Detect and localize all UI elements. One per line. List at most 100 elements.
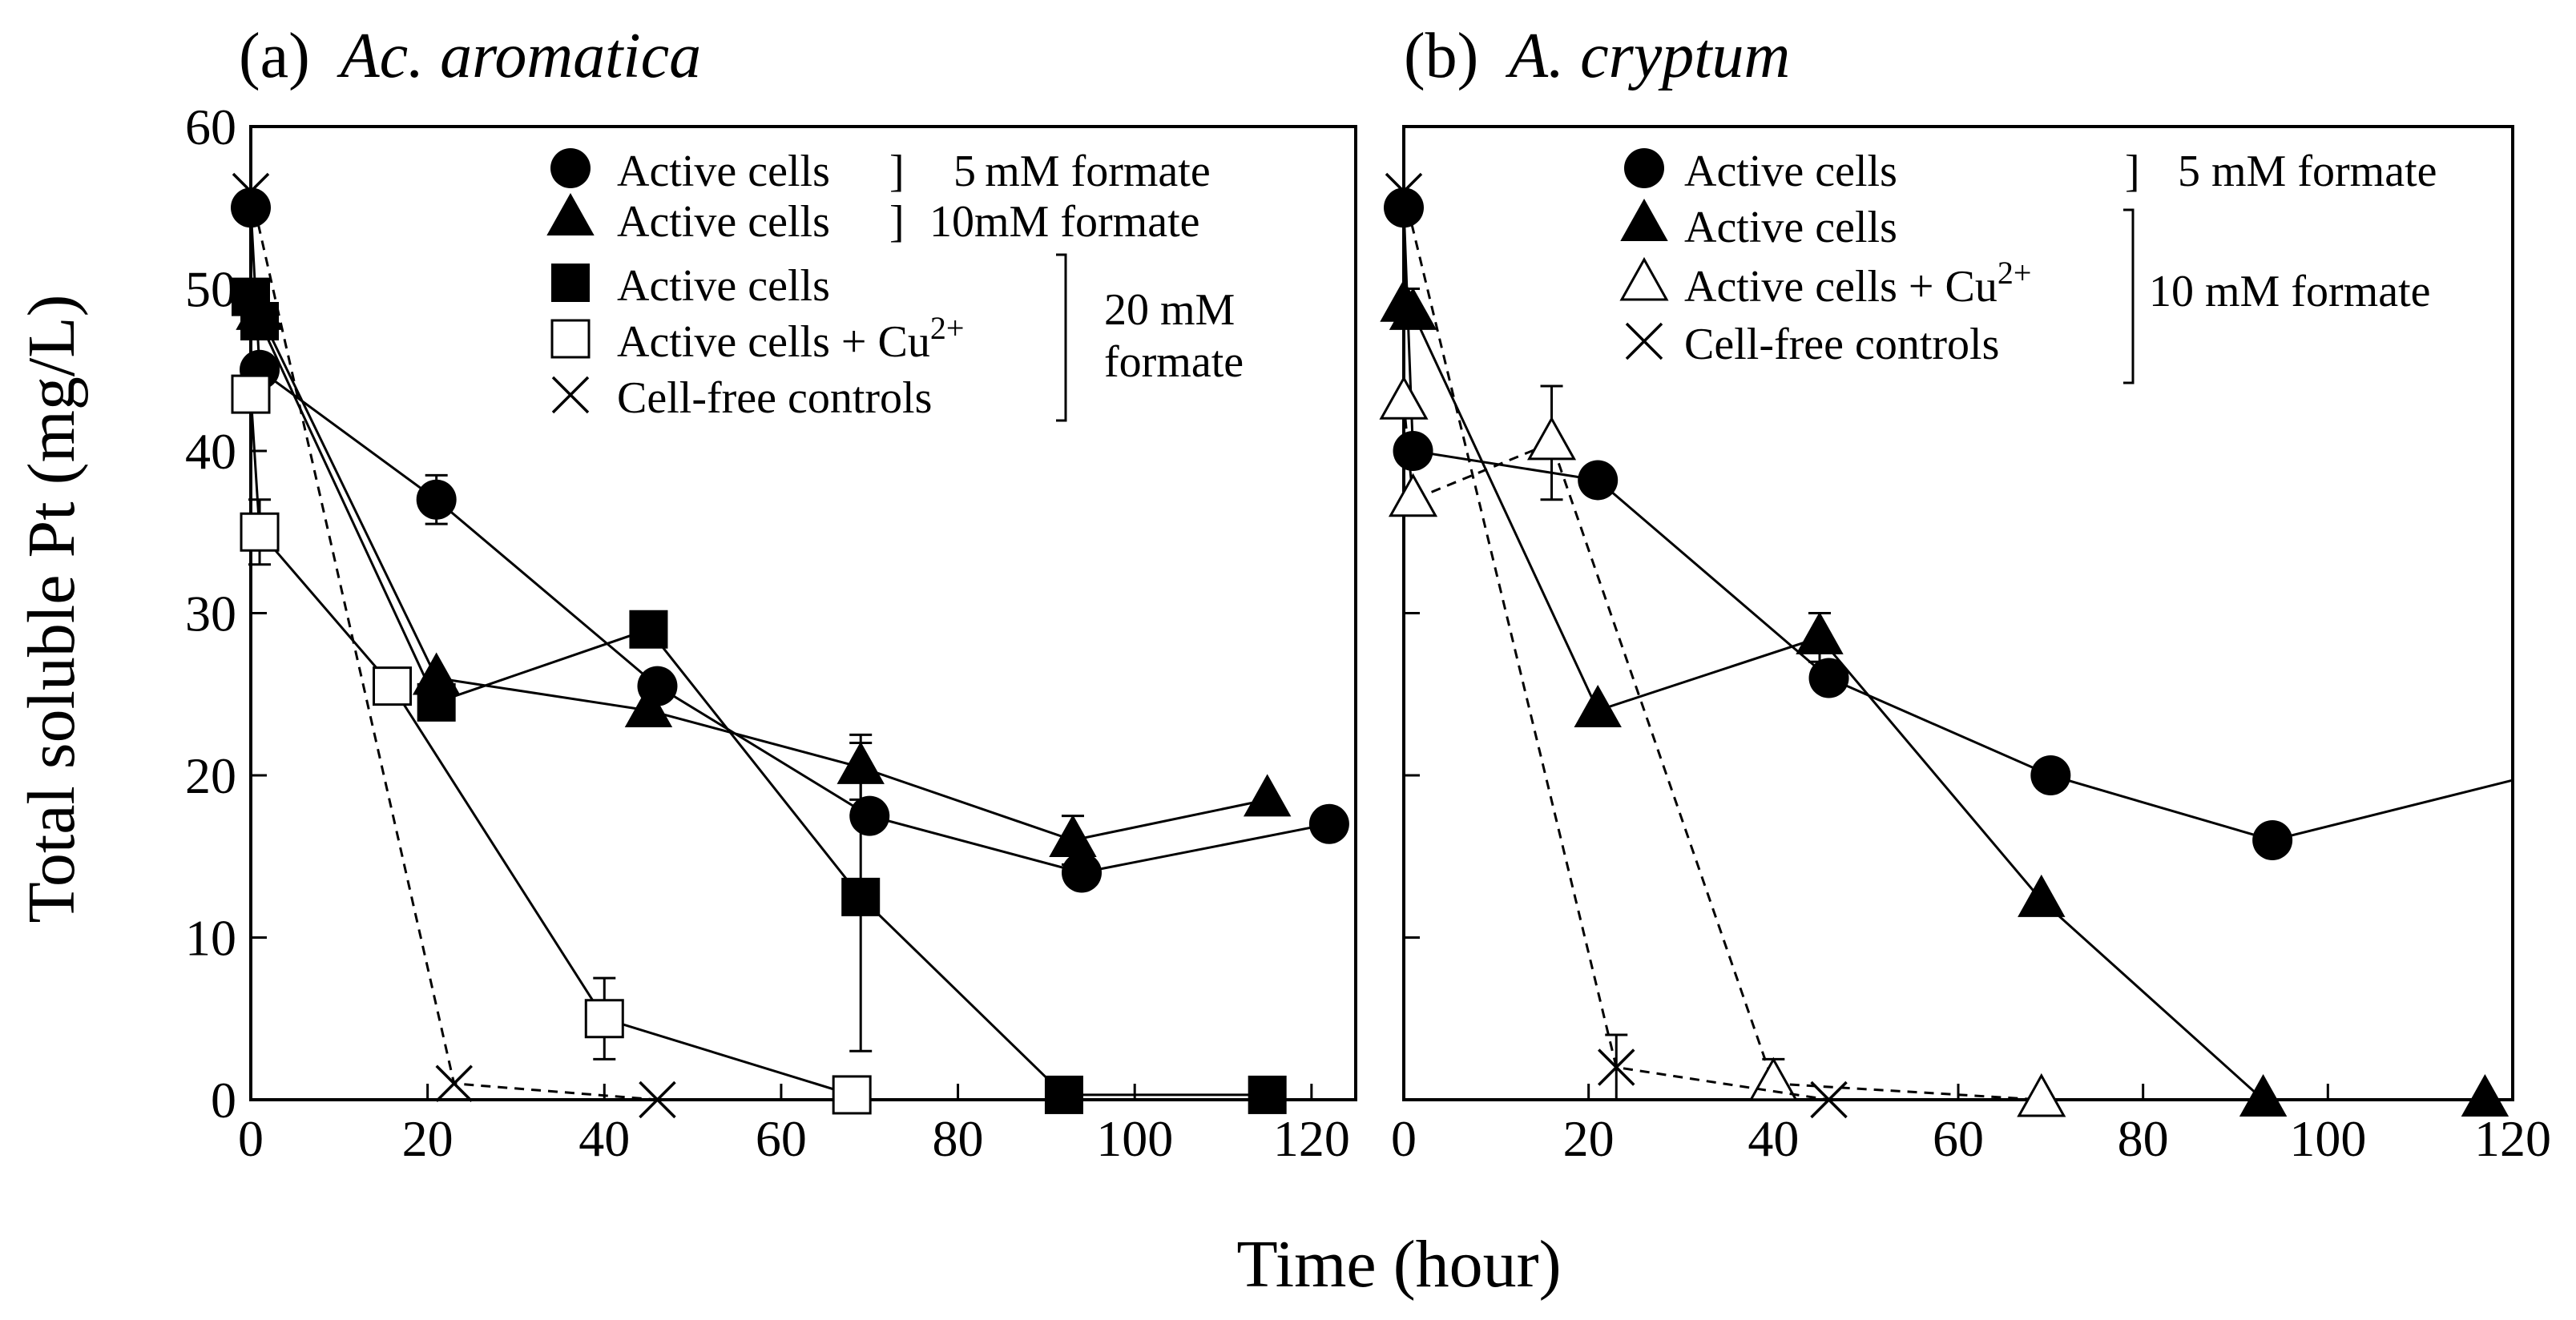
panel-b-series-1-point-6 <box>2461 1073 2509 1117</box>
panel-a-ytick-label-20: 20 <box>185 747 236 804</box>
panel-b-title-prefix: (b) <box>1404 21 1478 91</box>
panel-a-title-prefix: (a) <box>239 21 310 91</box>
panel-b-series-2-line <box>1402 402 2042 1101</box>
panel-b-series-1-point-2 <box>1574 684 1622 727</box>
panel-b-series-0-point-3 <box>1808 658 1849 698</box>
panel-b-xtick-label-120: 120 <box>2474 1110 2551 1167</box>
panel-a-legend-group-20-line2: formate <box>1104 337 1244 387</box>
panel-b: (b) A. cryptum 0 20 40 60 80 100 120 Active ce… <box>1379 21 2551 1167</box>
panel-a-series-2-point-3 <box>629 610 668 649</box>
panel-a-title-species: Ac. aromatica <box>337 21 701 91</box>
panel-a-series-0-point-5 <box>1062 852 1103 893</box>
panel-b-series-0-point-5 <box>2252 820 2293 860</box>
panel-b-series-1-point-1 <box>1389 287 1437 330</box>
panel-a-legend-marker-3 <box>550 319 591 359</box>
panel-b-title-species: A. cryptum <box>1505 21 1790 91</box>
panel-b-series-2-point-2 <box>1526 416 1577 461</box>
panel-a-series-2-point-2 <box>417 682 456 722</box>
panel-b-series-0-point-2 <box>1578 460 1619 501</box>
panel-a-title: (a) Ac. aromatica <box>239 21 701 91</box>
panel-b-xtick-label-0: 0 <box>1391 1110 1417 1167</box>
panel-a-legend-label-3: Active cells + Cu2+ <box>617 310 964 367</box>
panel-a-series-2-point-5 <box>1044 1075 1083 1114</box>
panel-a-legend-group-1: 10mM formate <box>929 197 1199 247</box>
panel-b-series-3-point-0 <box>1385 172 1423 211</box>
panel-a-series-3-point-0 <box>231 374 271 414</box>
panel-b-legend-label-3: Cell-free controls <box>1684 320 1999 369</box>
panel-a-series-2-point-6 <box>1248 1075 1287 1114</box>
panel-a-legend-group-20-line1: 20 mM <box>1104 285 1235 335</box>
panel-a-series-3-point-4 <box>832 1075 872 1115</box>
panel-a-series-2-point-4 <box>841 877 881 916</box>
panel-b-xtick-label-40: 40 <box>1748 1110 1799 1167</box>
panel-a-legend: Active cells] 5 mM formate Active cells] 10… <box>546 147 1244 423</box>
panel-b-legend-label-0: Active cells <box>1684 147 1897 196</box>
panel-a-legend-marker-1 <box>546 192 595 235</box>
panel-a-series-1-point-5 <box>1243 774 1292 817</box>
panel-b-xtick-label-100: 100 <box>2289 1110 2366 1167</box>
panel-b-legend-bracket-5: ] <box>2125 147 2140 196</box>
panel-b-legend-marker-1 <box>1620 198 1668 241</box>
panel-a-series-1-point-4 <box>1049 814 1097 857</box>
panel-a-xtick-label-0: 0 <box>238 1110 264 1167</box>
panel-a-legend-label-2: Active cells <box>617 261 830 311</box>
panel-a-legend-marker-4 <box>551 376 590 414</box>
panel-b-series-3-point-1 <box>1598 1048 1635 1086</box>
panel-b-series-3-line <box>1402 191 1829 1101</box>
panel-b-legend-group-5: 5 mM formate <box>2178 147 2437 196</box>
panel-b-series-2-point-0 <box>1379 376 1429 420</box>
panel-b-series-2-point-4 <box>2017 1072 2066 1117</box>
panel-b-series-1-point-3 <box>1796 611 1844 654</box>
panel-a-series-4-line <box>249 191 658 1101</box>
panel-b-series-2-point-3 <box>1748 1056 1798 1101</box>
panel-b-xtick-label-80: 80 <box>2118 1110 2169 1167</box>
panel-a-ticks: 0 20 40 60 80 100 120 0 10 20 30 40 50 60 <box>185 99 1350 1167</box>
panel-a-ytick-label-10: 10 <box>185 910 236 967</box>
panel-a-legend-label-1: Active cells <box>617 197 830 247</box>
panel-a-ytick-label-60: 60 <box>185 99 236 155</box>
panel-a-xtick-label-120: 120 <box>1273 1110 1350 1167</box>
panel-b-xtick-label-20: 20 <box>1563 1110 1615 1167</box>
panel-a-legend-bracket-20 <box>1056 253 1067 422</box>
panel-a-xtick-label-20: 20 <box>402 1110 454 1167</box>
panel-b-series-1-line <box>1403 304 2485 1101</box>
panel-b-series-0-point-0 <box>1384 187 1424 228</box>
panel-b-legend-label-1: Active cells <box>1684 203 1897 252</box>
panel-a-xtick-label-40: 40 <box>578 1110 630 1167</box>
panel-a-series-0-point-6 <box>1308 803 1349 844</box>
panel-a-series-0-point-0 <box>231 187 271 228</box>
panel-b-title: (b) A. cryptum <box>1404 21 1790 91</box>
panel-a-ytick-label-0: 0 <box>211 1072 236 1129</box>
panel-b-legend-group-10: 10 mM formate <box>2149 267 2430 316</box>
panel-a-series-1-point-2 <box>624 684 673 727</box>
panel-a-legend-marker-2 <box>551 264 590 302</box>
y-axis-label: Total soluble Pt (mg/L) <box>14 294 89 923</box>
panel-b-series-1-point-5 <box>2239 1073 2288 1117</box>
panel-a-series-0-point-4 <box>849 795 890 836</box>
panel-a-xtick-label-80: 80 <box>933 1110 984 1167</box>
panel-a-series-1-line <box>258 312 1268 842</box>
panel-b-legend-marker-0 <box>1624 148 1664 188</box>
panel-a-legend-bracket-0: ] <box>889 147 905 196</box>
panel-a-legend-label-4: Cell-free controls <box>617 373 932 423</box>
panel-a-series-2-point-1 <box>240 302 280 340</box>
panel-a-xtick-label-100: 100 <box>1096 1110 1173 1167</box>
x-axis-label: Time (hour) <box>1236 1227 1561 1302</box>
panel-b-series-1-point-4 <box>2018 874 2066 917</box>
panel-b-xtick-label-60: 60 <box>1933 1110 1984 1167</box>
panel-a-series-4-point-2 <box>639 1081 676 1119</box>
panel-b-series-2-point-1 <box>1388 473 1438 517</box>
panel-a-series-4-point-1 <box>435 1064 473 1102</box>
panel-a-series-4-point-0 <box>232 172 270 211</box>
panel-a-series-3-point-1 <box>240 512 280 552</box>
panel-a-series <box>231 172 1349 1119</box>
panel-b-legend-label-2: Active cells + Cu2+ <box>1684 255 2031 312</box>
panel-b-legend-marker-2 <box>1619 256 1669 301</box>
panel-b-legend-bracket-10 <box>2123 208 2135 384</box>
panel-b-series-0-point-4 <box>2030 755 2071 795</box>
panel-a-legend-label-0: Active cells <box>617 147 830 196</box>
panel-a-ytick-label-30: 30 <box>185 586 236 642</box>
panel-a-ytick-label-40: 40 <box>185 423 236 480</box>
